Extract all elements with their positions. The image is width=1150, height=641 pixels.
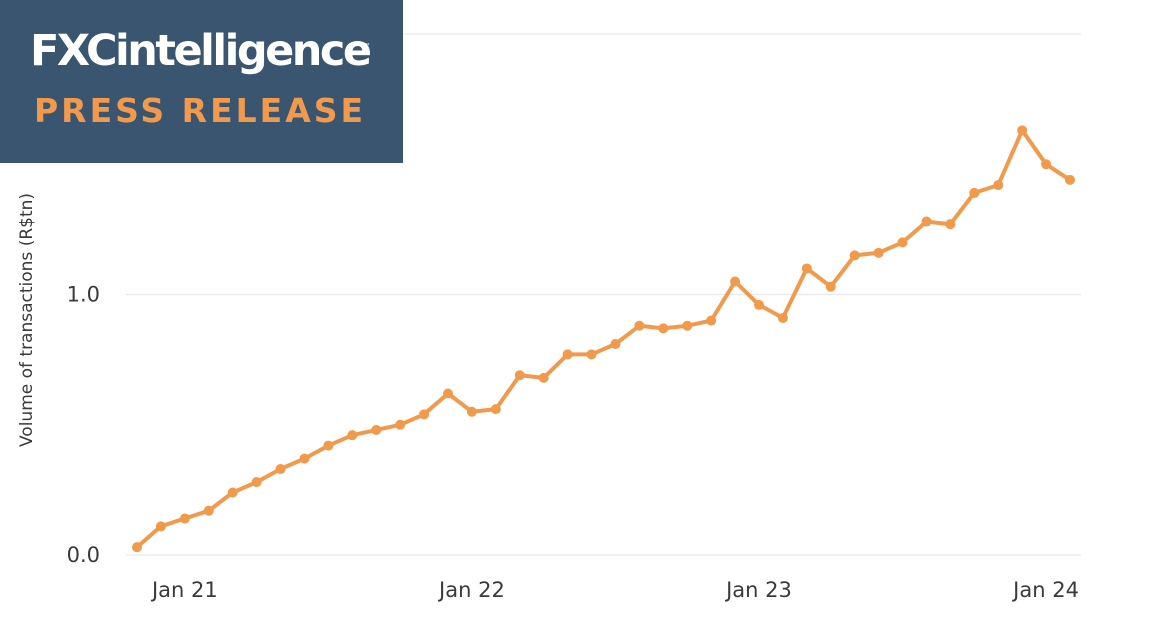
data-point bbox=[969, 187, 980, 198]
series-layer bbox=[132, 125, 1075, 553]
brand-banner: FXCintelligence ™ PRESS RELEASE bbox=[0, 0, 403, 163]
data-point bbox=[562, 349, 573, 360]
data-point bbox=[586, 349, 597, 360]
x-tick-label: Jan 22 bbox=[437, 578, 505, 602]
data-point bbox=[323, 440, 334, 451]
x-tick-label: Jan 23 bbox=[724, 578, 792, 602]
data-point bbox=[754, 299, 764, 310]
data-point bbox=[1041, 159, 1052, 170]
data-point bbox=[921, 216, 932, 227]
data-point bbox=[730, 276, 741, 287]
data-point bbox=[443, 388, 453, 399]
data-point bbox=[945, 219, 956, 230]
x-axis-ticks: Jan 21 Jan 22 Jan 23 Jan 24 bbox=[150, 578, 1079, 602]
data-point bbox=[347, 430, 358, 441]
data-point bbox=[777, 312, 788, 323]
data-point bbox=[1065, 174, 1075, 185]
data-point bbox=[1017, 125, 1028, 136]
y-axis-title: Volume of transactions (R$tn) bbox=[17, 193, 37, 447]
data-point bbox=[155, 521, 166, 532]
data-point bbox=[634, 320, 645, 331]
x-tick-label: Jan 21 bbox=[150, 578, 218, 602]
data-point bbox=[227, 487, 238, 498]
y-tick-label: 0.0 bbox=[67, 543, 100, 567]
data-point bbox=[801, 263, 812, 274]
data-point bbox=[514, 370, 525, 381]
data-point bbox=[706, 315, 717, 326]
data-point bbox=[132, 542, 142, 553]
data-point bbox=[299, 453, 310, 464]
y-axis-ticks: 0.0 1.0 bbox=[67, 283, 100, 568]
data-point bbox=[466, 406, 477, 417]
data-point bbox=[275, 464, 286, 475]
data-point bbox=[825, 281, 836, 292]
data-point bbox=[538, 372, 549, 383]
x-tick-label: Jan 24 bbox=[1011, 578, 1079, 602]
data-point bbox=[682, 320, 693, 331]
press-release-label: PRESS RELEASE bbox=[34, 91, 367, 130]
series-line bbox=[135, 128, 1072, 550]
data-point bbox=[179, 513, 190, 524]
data-point bbox=[395, 419, 406, 430]
data-point bbox=[873, 247, 884, 258]
brand-logo: FXCintelligence bbox=[30, 26, 372, 76]
data-point bbox=[658, 323, 669, 334]
data-point bbox=[849, 250, 860, 261]
data-point bbox=[371, 424, 382, 435]
data-point bbox=[897, 237, 908, 248]
y-tick-label: 1.0 bbox=[67, 283, 100, 307]
brand-trademark: ™ bbox=[363, 42, 371, 51]
data-point bbox=[610, 338, 621, 349]
data-point bbox=[251, 477, 262, 488]
data-point bbox=[203, 505, 214, 516]
data-point bbox=[419, 409, 430, 420]
data-point bbox=[490, 404, 501, 415]
data-point bbox=[993, 180, 1004, 191]
